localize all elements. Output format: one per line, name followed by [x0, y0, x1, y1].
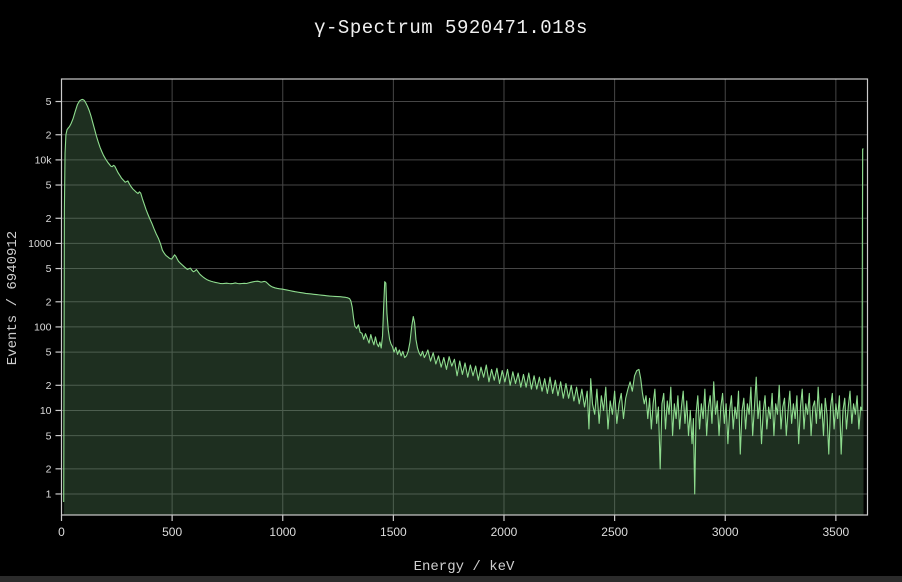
x-tick-label: 3500 [823, 525, 850, 539]
y-tick-label: 2 [46, 380, 52, 392]
y-tick-label: 2 [46, 129, 52, 141]
y-tick-label: 5 [46, 347, 52, 359]
y-tick-label: 10k [35, 155, 53, 167]
y-tick-label: 1 [46, 489, 52, 501]
x-axis-title: Energy / keV [413, 559, 515, 575]
y-tick-label: 5 [46, 263, 52, 275]
x-tick-label: 1000 [269, 525, 296, 539]
y-tick-label: 100 [34, 322, 52, 334]
x-tick-label: 1500 [380, 525, 407, 539]
y-tick-label: 5 [46, 96, 52, 108]
y-tick-label: 1000 [28, 238, 52, 250]
spectrum-area-fill [63, 99, 864, 516]
tick-marks [55, 100, 837, 521]
y-tick-label: 10 [40, 405, 52, 417]
x-tick-label: 0 [58, 525, 65, 539]
chart-title: γ-Spectrum 5920471.018s [314, 17, 588, 39]
plot-border [60, 78, 869, 516]
x-tick-label: 2000 [491, 525, 518, 539]
bottom-edge-bar [0, 576, 902, 582]
y-tick-label: 2 [46, 213, 52, 225]
y-tick-label: 5 [46, 180, 52, 192]
x-tick-label: 2500 [601, 525, 628, 539]
y-axis-title: Events / 6940912 [5, 230, 21, 366]
x-tick-label: 500 [162, 525, 182, 539]
tick-labels: 1 2 5 10 2 5 100 2 5 1000 2 5 10k 2 5 0 500 1000 1500 2000 2… [28, 96, 849, 539]
x-tick-label: 3000 [712, 525, 739, 539]
y-tick-label: 5 [46, 430, 52, 442]
y-tick-label: 2 [46, 464, 52, 476]
y-tick-label: 2 [46, 296, 52, 308]
gridlines [61, 79, 868, 515]
spectrum-trace [63, 98, 864, 503]
